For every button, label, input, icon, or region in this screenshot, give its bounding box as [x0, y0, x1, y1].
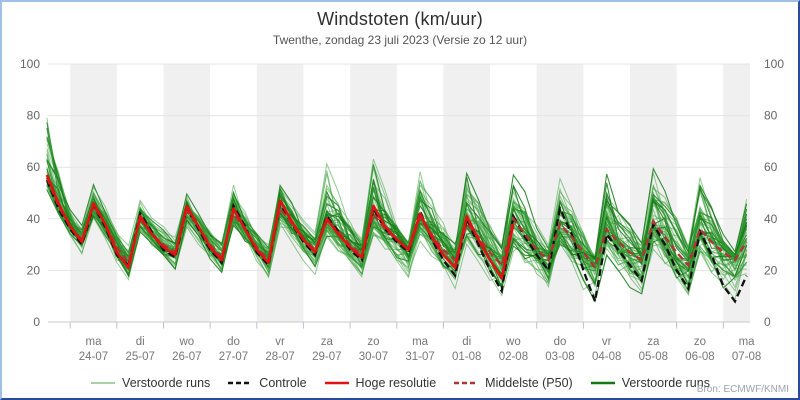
x-label-dow-03-08: do — [554, 336, 567, 348]
x-label-date-03-08: 03-08 — [545, 351, 574, 363]
hoge-resolutie-line — [45, 174, 515, 280]
day-band-07-08 — [723, 64, 750, 323]
legend-item-verstoorde-runs-4: Verstoorde runs — [590, 376, 710, 390]
x-label-date-02-08: 02-08 — [499, 351, 528, 363]
y-axis-label-left-20: 20 — [27, 263, 41, 277]
x-label-date-06-08: 06-08 — [685, 351, 714, 363]
chart-legend: Verstoorde runs Controle Hoge resolutie Mid… — [2, 373, 798, 393]
y-axis-label-left-0: 0 — [33, 315, 40, 329]
x-label-dow-05-08: za — [647, 336, 660, 348]
controle-line — [45, 179, 748, 306]
x-label-dow-30-07: zo — [367, 336, 379, 348]
x-label-dow-28-07: vr — [275, 336, 285, 348]
y-axis-label-right-0: 0 — [764, 315, 771, 329]
legend-line-swatch — [228, 381, 253, 385]
legend-item-controle-1: Controle — [227, 376, 307, 390]
x-label-date-30-07: 30-07 — [359, 351, 388, 363]
chart-title: Windstoten (km/uur) — [317, 9, 483, 29]
x-label-date-24-07: 24-07 — [79, 351, 108, 363]
x-label-date-31-07: 31-07 — [405, 351, 434, 363]
x-label-dow-29-07: za — [321, 336, 334, 348]
y-axis-label-right-20: 20 — [764, 263, 778, 277]
x-label-date-01-08: 01-08 — [452, 351, 481, 363]
x-label-date-29-07: 29-07 — [312, 351, 341, 363]
legend-item-verstoorde-runs-0: Verstoorde runs — [90, 376, 210, 390]
x-label-dow-04-08: vr — [602, 336, 612, 348]
legend-line-swatch — [590, 381, 615, 385]
legend-item-middelste-p50--3: Middelste (P50) — [453, 376, 573, 390]
x-label-dow-07-08: ma — [739, 336, 756, 348]
x-label-dow-31-07: ma — [412, 336, 429, 348]
x-label-date-05-08: 05-08 — [639, 351, 668, 363]
x-label-dow-26-07: wo — [178, 336, 194, 348]
legend-line-swatch — [454, 381, 479, 385]
legend-line-swatch — [324, 381, 349, 385]
legend-line-swatch — [91, 382, 116, 384]
chart-subtitle: Twenthe, zondag 23 juli 2023 (Versie zo … — [272, 33, 528, 47]
x-label-dow-01-08: di — [462, 336, 471, 348]
x-label-dow-24-07: ma — [86, 336, 103, 348]
y-axis-label-right-100: 100 — [764, 57, 784, 71]
x-label-date-27-07: 27-07 — [219, 351, 248, 363]
x-label-date-04-08: 04-08 — [592, 351, 621, 363]
legend-label: Middelste (P50) — [485, 376, 573, 390]
ensemble-member-line — [46, 138, 748, 282]
y-axis-label-left-80: 80 — [27, 109, 41, 123]
legend-label: Verstoorde runs — [122, 376, 211, 390]
x-label-date-25-07: 25-07 — [125, 351, 154, 363]
y-axis-label-right-40: 40 — [764, 212, 778, 226]
x-label-date-26-07: 26-07 — [172, 351, 201, 363]
ensemble-member-line — [46, 178, 748, 273]
ensemble-member-line — [46, 158, 748, 281]
y-axis-label-left-60: 60 — [27, 160, 41, 174]
legend-label: Verstoorde runs — [621, 376, 710, 390]
x-label-date-07-08: 07-08 — [732, 351, 761, 363]
ensemble-member-line — [46, 185, 748, 283]
source-credit: Bron: ECMWF/KNMI — [696, 384, 789, 395]
legend-label: Controle — [259, 376, 307, 390]
ensemble-member-line — [46, 166, 748, 277]
y-axis-label-left-100: 100 — [20, 57, 40, 71]
legend-item-hoge-resolutie-2: Hoge resolutie — [324, 376, 437, 390]
x-label-dow-27-07: do — [227, 336, 240, 348]
y-axis-label-right-80: 80 — [764, 109, 778, 123]
x-label-dow-25-07: di — [136, 336, 145, 348]
y-axis-label-left-40: 40 — [27, 212, 41, 226]
x-label-dow-02-08: wo — [505, 336, 521, 348]
legend-label: Hoge resolutie — [355, 376, 437, 390]
x-label-dow-06-08: zo — [694, 336, 706, 348]
y-axis-label-right-60: 60 — [764, 160, 778, 174]
x-label-date-28-07: 28-07 — [265, 351, 294, 363]
